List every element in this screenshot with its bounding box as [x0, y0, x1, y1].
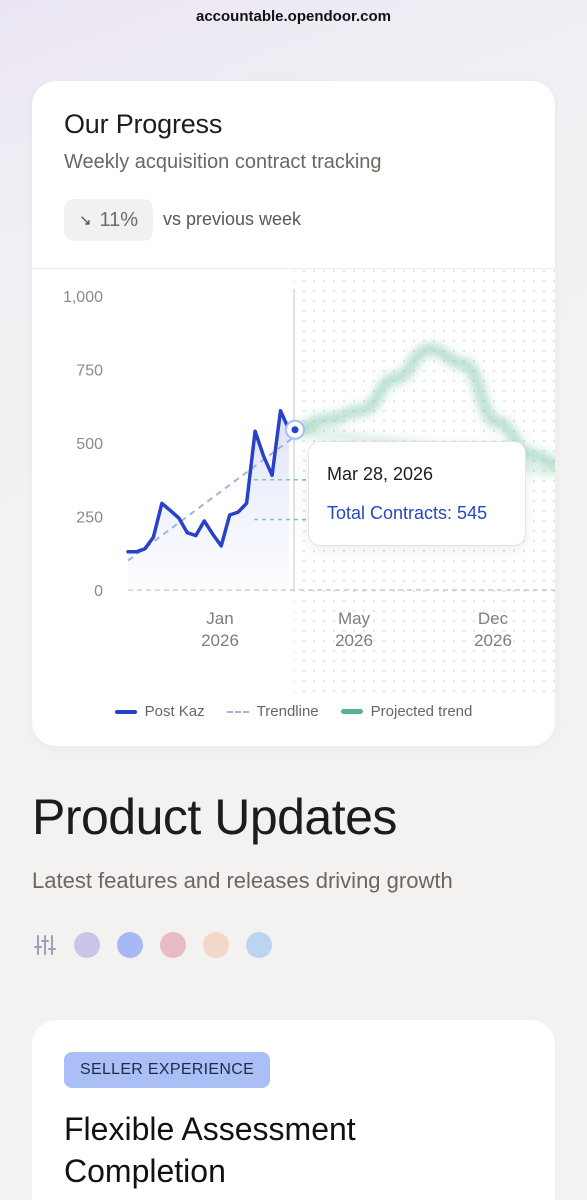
progress-card: Our Progress Weekly acquisition contract…	[32, 81, 555, 746]
change-label: vs previous week	[163, 209, 302, 229]
progress-subtitle: Weekly acquisition contract tracking	[64, 151, 382, 173]
filter-row	[33, 931, 272, 959]
change-value: 11%	[99, 208, 139, 231]
x-tick-month: May	[338, 609, 371, 628]
change-badge: ↘ 11%	[64, 199, 153, 241]
legend-swatch-green	[340, 709, 363, 714]
legend-item-projected[interactable]: Projected trend	[340, 703, 473, 720]
legend-swatch-dashed	[226, 710, 249, 713]
legend-item-trendline[interactable]: Trendline	[226, 703, 319, 720]
chart-tooltip: Mar 28, 2026 Total Contracts: 545	[308, 441, 526, 546]
section-subtitle: Latest features and releases driving gro…	[32, 868, 453, 893]
y-tick-label: 750	[76, 363, 103, 380]
legend-swatch-solid	[114, 709, 137, 714]
x-tick-month: Jan	[206, 609, 233, 628]
update-title: Flexible Assessment Completion	[64, 1111, 356, 1189]
post-kaz-area	[128, 410, 289, 590]
arrow-down-right-icon: ↘	[78, 212, 92, 229]
x-tick-year: 2026	[335, 631, 373, 650]
post-kaz-line	[126, 408, 291, 554]
filter-dot[interactable]	[117, 932, 143, 958]
y-tick-label: 500	[76, 436, 103, 453]
filter-dot[interactable]	[74, 932, 100, 958]
category-badge: SELLER EXPERIENCE	[64, 1052, 271, 1088]
hover-point	[291, 426, 299, 434]
legend-label: Trendline	[256, 703, 319, 720]
filter-dot[interactable]	[160, 932, 186, 958]
tooltip-date: Mar 28, 2026	[327, 464, 434, 484]
y-tick-label: 0	[94, 583, 103, 600]
filter-dot[interactable]	[203, 932, 229, 958]
legend-label: Projected trend	[370, 703, 473, 720]
sliders-icon[interactable]	[33, 931, 57, 959]
trendline	[127, 436, 295, 562]
x-tick-month: Dec	[478, 609, 509, 628]
legend-label: Post Kaz	[144, 703, 205, 720]
url-bar[interactable]: accountable.opendoor.com	[195, 8, 392, 25]
update-card[interactable]: SELLER EXPERIENCE Flexible Assessment Co…	[32, 1020, 555, 1200]
progress-title: Our Progress	[64, 109, 223, 139]
x-tick-year: 2026	[474, 631, 512, 650]
chart-legend: Post Kaz Trendline Projected trend	[32, 703, 555, 720]
divider	[32, 268, 555, 269]
y-tick-label: 250	[76, 510, 103, 527]
section-title: Product Updates	[32, 789, 397, 845]
tooltip-value: Total Contracts: 545	[327, 503, 488, 523]
x-tick-year: 2026	[201, 631, 239, 650]
legend-item-post-kaz[interactable]: Post Kaz	[114, 703, 205, 720]
filter-dot[interactable]	[246, 932, 272, 958]
y-tick-label: 1,000	[63, 289, 103, 306]
